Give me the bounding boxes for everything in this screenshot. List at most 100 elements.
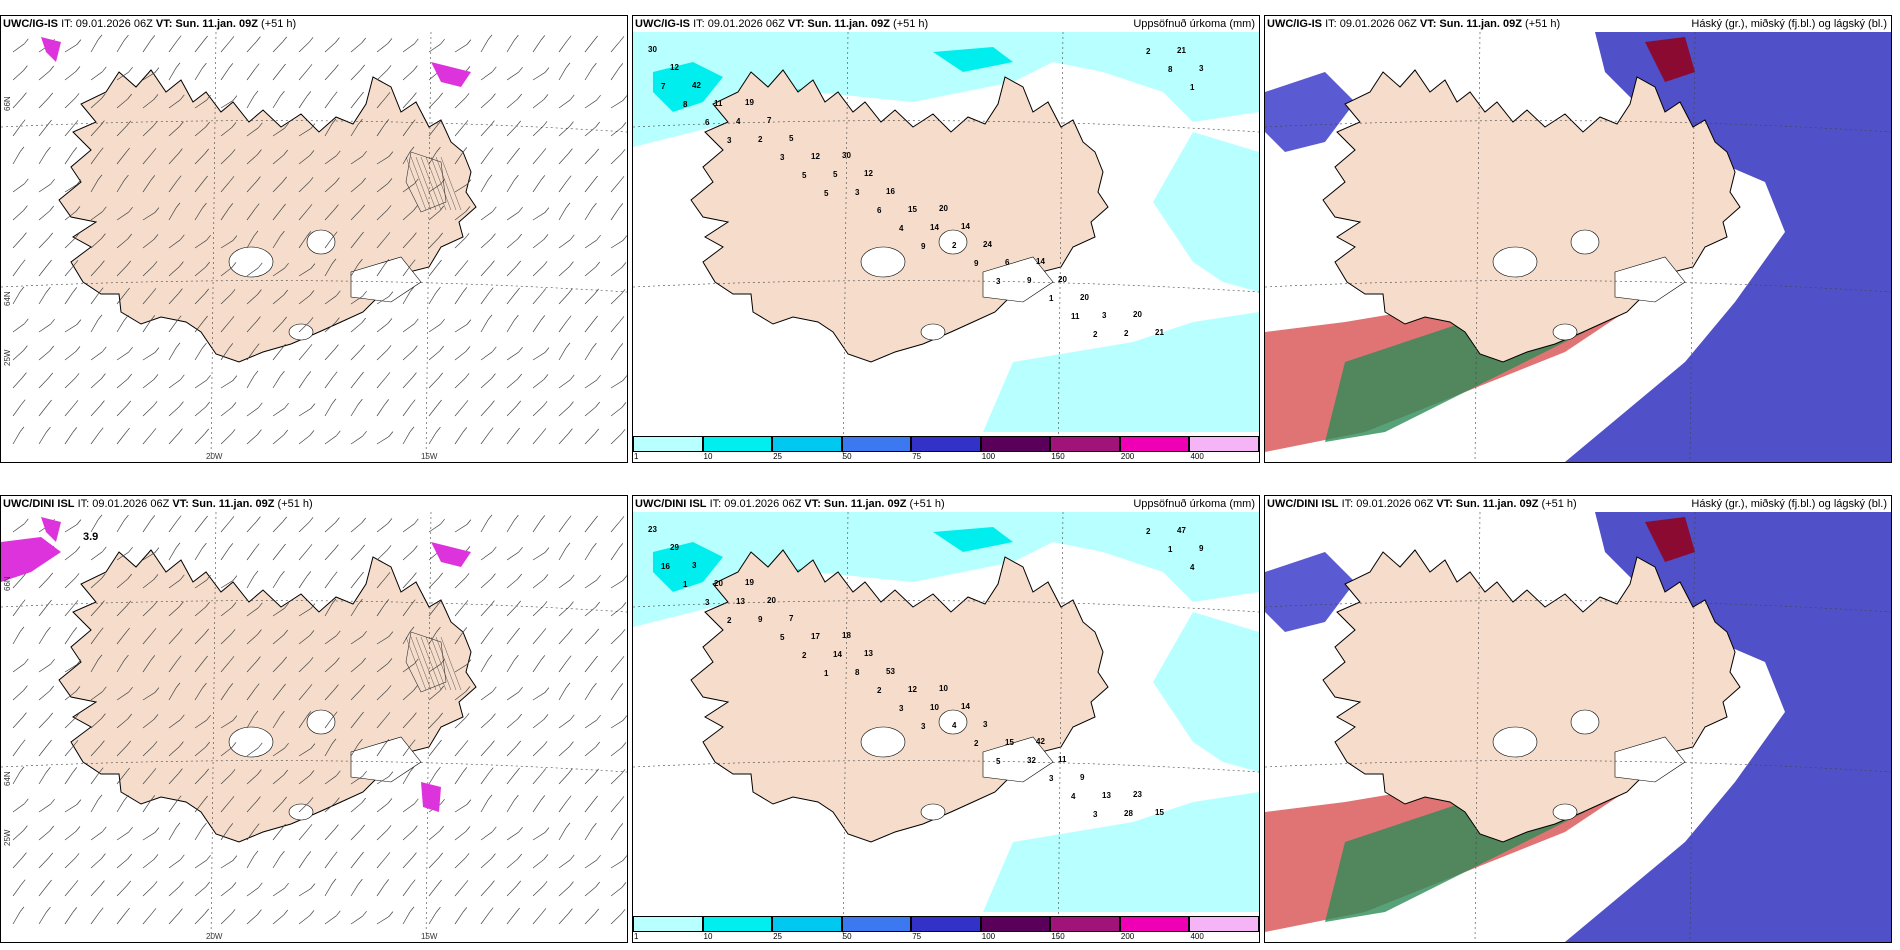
wind-barb — [298, 716, 308, 729]
precip-value: 3 — [1093, 810, 1098, 819]
wind-barb — [246, 68, 256, 81]
valid-time: Sun. 11.jan. 09Z — [823, 498, 907, 510]
wind-barb-flag — [98, 907, 104, 913]
wind-barb-flag — [284, 262, 289, 269]
wind-barb-flag — [100, 740, 105, 746]
wind-barb — [532, 832, 546, 841]
wind-barb-flag — [565, 682, 571, 689]
wind-barb — [116, 432, 126, 445]
wind-barb-flag — [568, 768, 573, 774]
wind-barb — [298, 322, 310, 333]
wind-barb-flag — [97, 654, 103, 661]
wind-barb — [558, 40, 568, 53]
wind-barb — [454, 292, 464, 305]
wind-barb-flag — [153, 574, 159, 580]
wind-barb — [38, 577, 49, 589]
wind-barb — [272, 407, 285, 417]
wind-barb-flag — [464, 713, 470, 719]
wind-barb-flag — [490, 260, 495, 266]
wind-barb — [558, 153, 569, 165]
wind-barb-flag — [308, 517, 314, 523]
wind-barb — [532, 379, 545, 389]
wind-barb — [272, 154, 284, 165]
wind-barb-flag — [412, 232, 417, 238]
wind-barb-flag — [175, 342, 181, 349]
wind-barb-flag — [230, 769, 236, 775]
wind-barb-flag — [334, 344, 339, 350]
wind-barb-flag — [76, 799, 82, 805]
wind-barb-flag — [565, 62, 571, 69]
wind-barb — [610, 208, 620, 221]
precip-value: 4 — [736, 117, 741, 126]
model-name: UWC/DINI ISL — [635, 498, 707, 510]
colorbar-label: 50 — [842, 932, 852, 941]
lead-time: (+51 h) — [1541, 498, 1577, 510]
longitude-line — [425, 32, 432, 462]
wind-barb — [12, 210, 24, 221]
wind-barb — [246, 521, 257, 533]
precip-value: 12 — [670, 63, 679, 72]
precip-value: 19 — [745, 98, 754, 107]
wind-barb-flag — [153, 234, 159, 240]
wind-barb-flag — [569, 601, 574, 607]
wind-barb-flag — [487, 514, 493, 521]
wind-barb — [12, 151, 21, 165]
wind-barb-flag — [101, 573, 106, 579]
hatch-area — [405, 631, 447, 693]
wind-barb-flag — [358, 258, 363, 265]
wind-barb — [220, 41, 231, 53]
wind-barb — [480, 772, 490, 785]
wind-barb-flag — [462, 907, 468, 913]
wind-barb-flag — [463, 740, 469, 746]
wind-barb-flag — [24, 518, 29, 525]
precip-value: 18 — [842, 631, 851, 640]
wind-barb — [376, 264, 386, 277]
wind-barb-flag — [283, 629, 288, 636]
wind-barb-flag — [544, 347, 550, 353]
wind-barb — [246, 181, 257, 193]
wind-barb — [38, 717, 49, 729]
wind-barb — [454, 578, 466, 589]
wind-barb — [506, 772, 516, 785]
wind-barb-flag — [151, 148, 157, 154]
colorbar-label: 400 — [1190, 932, 1204, 941]
wind-barb-flag — [256, 316, 261, 322]
wind-barb — [116, 98, 128, 109]
wind-barb-flag — [619, 516, 625, 522]
map-canvas: 3019302014201271214202142516242021111215… — [633, 32, 1259, 462]
wind-barb-flag — [49, 205, 54, 212]
wind-barb — [246, 407, 259, 417]
wind-barb — [350, 42, 362, 53]
wind-barb-flag — [362, 630, 367, 637]
wind-barb-flag — [566, 515, 572, 521]
wind-barb — [90, 691, 103, 701]
wind-barb — [558, 827, 567, 841]
wind-barb — [376, 97, 387, 109]
glacier — [1614, 736, 1686, 783]
wind-barb — [298, 268, 312, 277]
wind-barb — [168, 800, 178, 813]
wind-barb — [480, 831, 493, 841]
wind-barb-flag — [48, 852, 53, 859]
precip-value: 20 — [714, 579, 723, 588]
precip-value: 8 — [855, 668, 860, 677]
wind-barb-flag — [98, 147, 104, 153]
wind-barb-flag — [46, 906, 51, 913]
wind-barb — [168, 433, 179, 445]
wind-barb-flag — [592, 682, 597, 689]
wind-barb-flag — [75, 546, 81, 552]
wind-barb — [12, 291, 21, 305]
wind-barb-flag — [568, 428, 573, 434]
wind-barb-flag — [540, 315, 546, 321]
hatch-line — [435, 636, 457, 691]
wind-barb-flag — [516, 880, 521, 887]
wind-barb-flag — [570, 574, 575, 581]
colorbar-swatch — [1119, 436, 1190, 452]
glacier — [228, 246, 274, 278]
wind-barb-flag — [24, 38, 29, 45]
wind-barb — [610, 720, 624, 729]
wind-barb — [116, 292, 126, 305]
wind-barb — [298, 155, 311, 165]
wind-barb — [272, 208, 282, 221]
wind-barb — [298, 376, 308, 389]
